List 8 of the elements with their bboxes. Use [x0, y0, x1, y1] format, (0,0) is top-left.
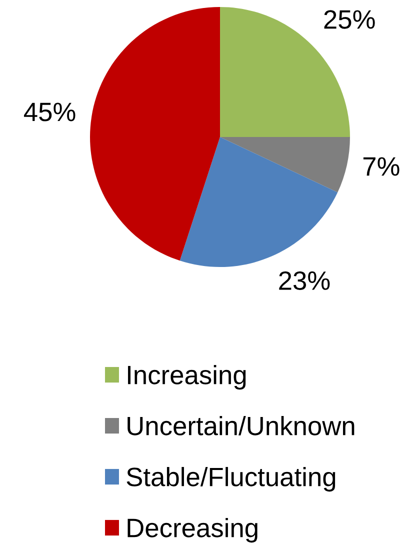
legend-label: Decreasing [128, 518, 258, 543]
data-label: 23% [279, 271, 330, 290]
data-label: 25% [324, 10, 375, 29]
legend-label: Uncertain/Unknown [128, 416, 354, 436]
legend-label: Stable/Fluctuating [126, 466, 336, 492]
legend-label: Increasing [128, 365, 246, 390]
data-label: 45% [24, 102, 76, 122]
data-label: 7% [363, 157, 400, 176]
